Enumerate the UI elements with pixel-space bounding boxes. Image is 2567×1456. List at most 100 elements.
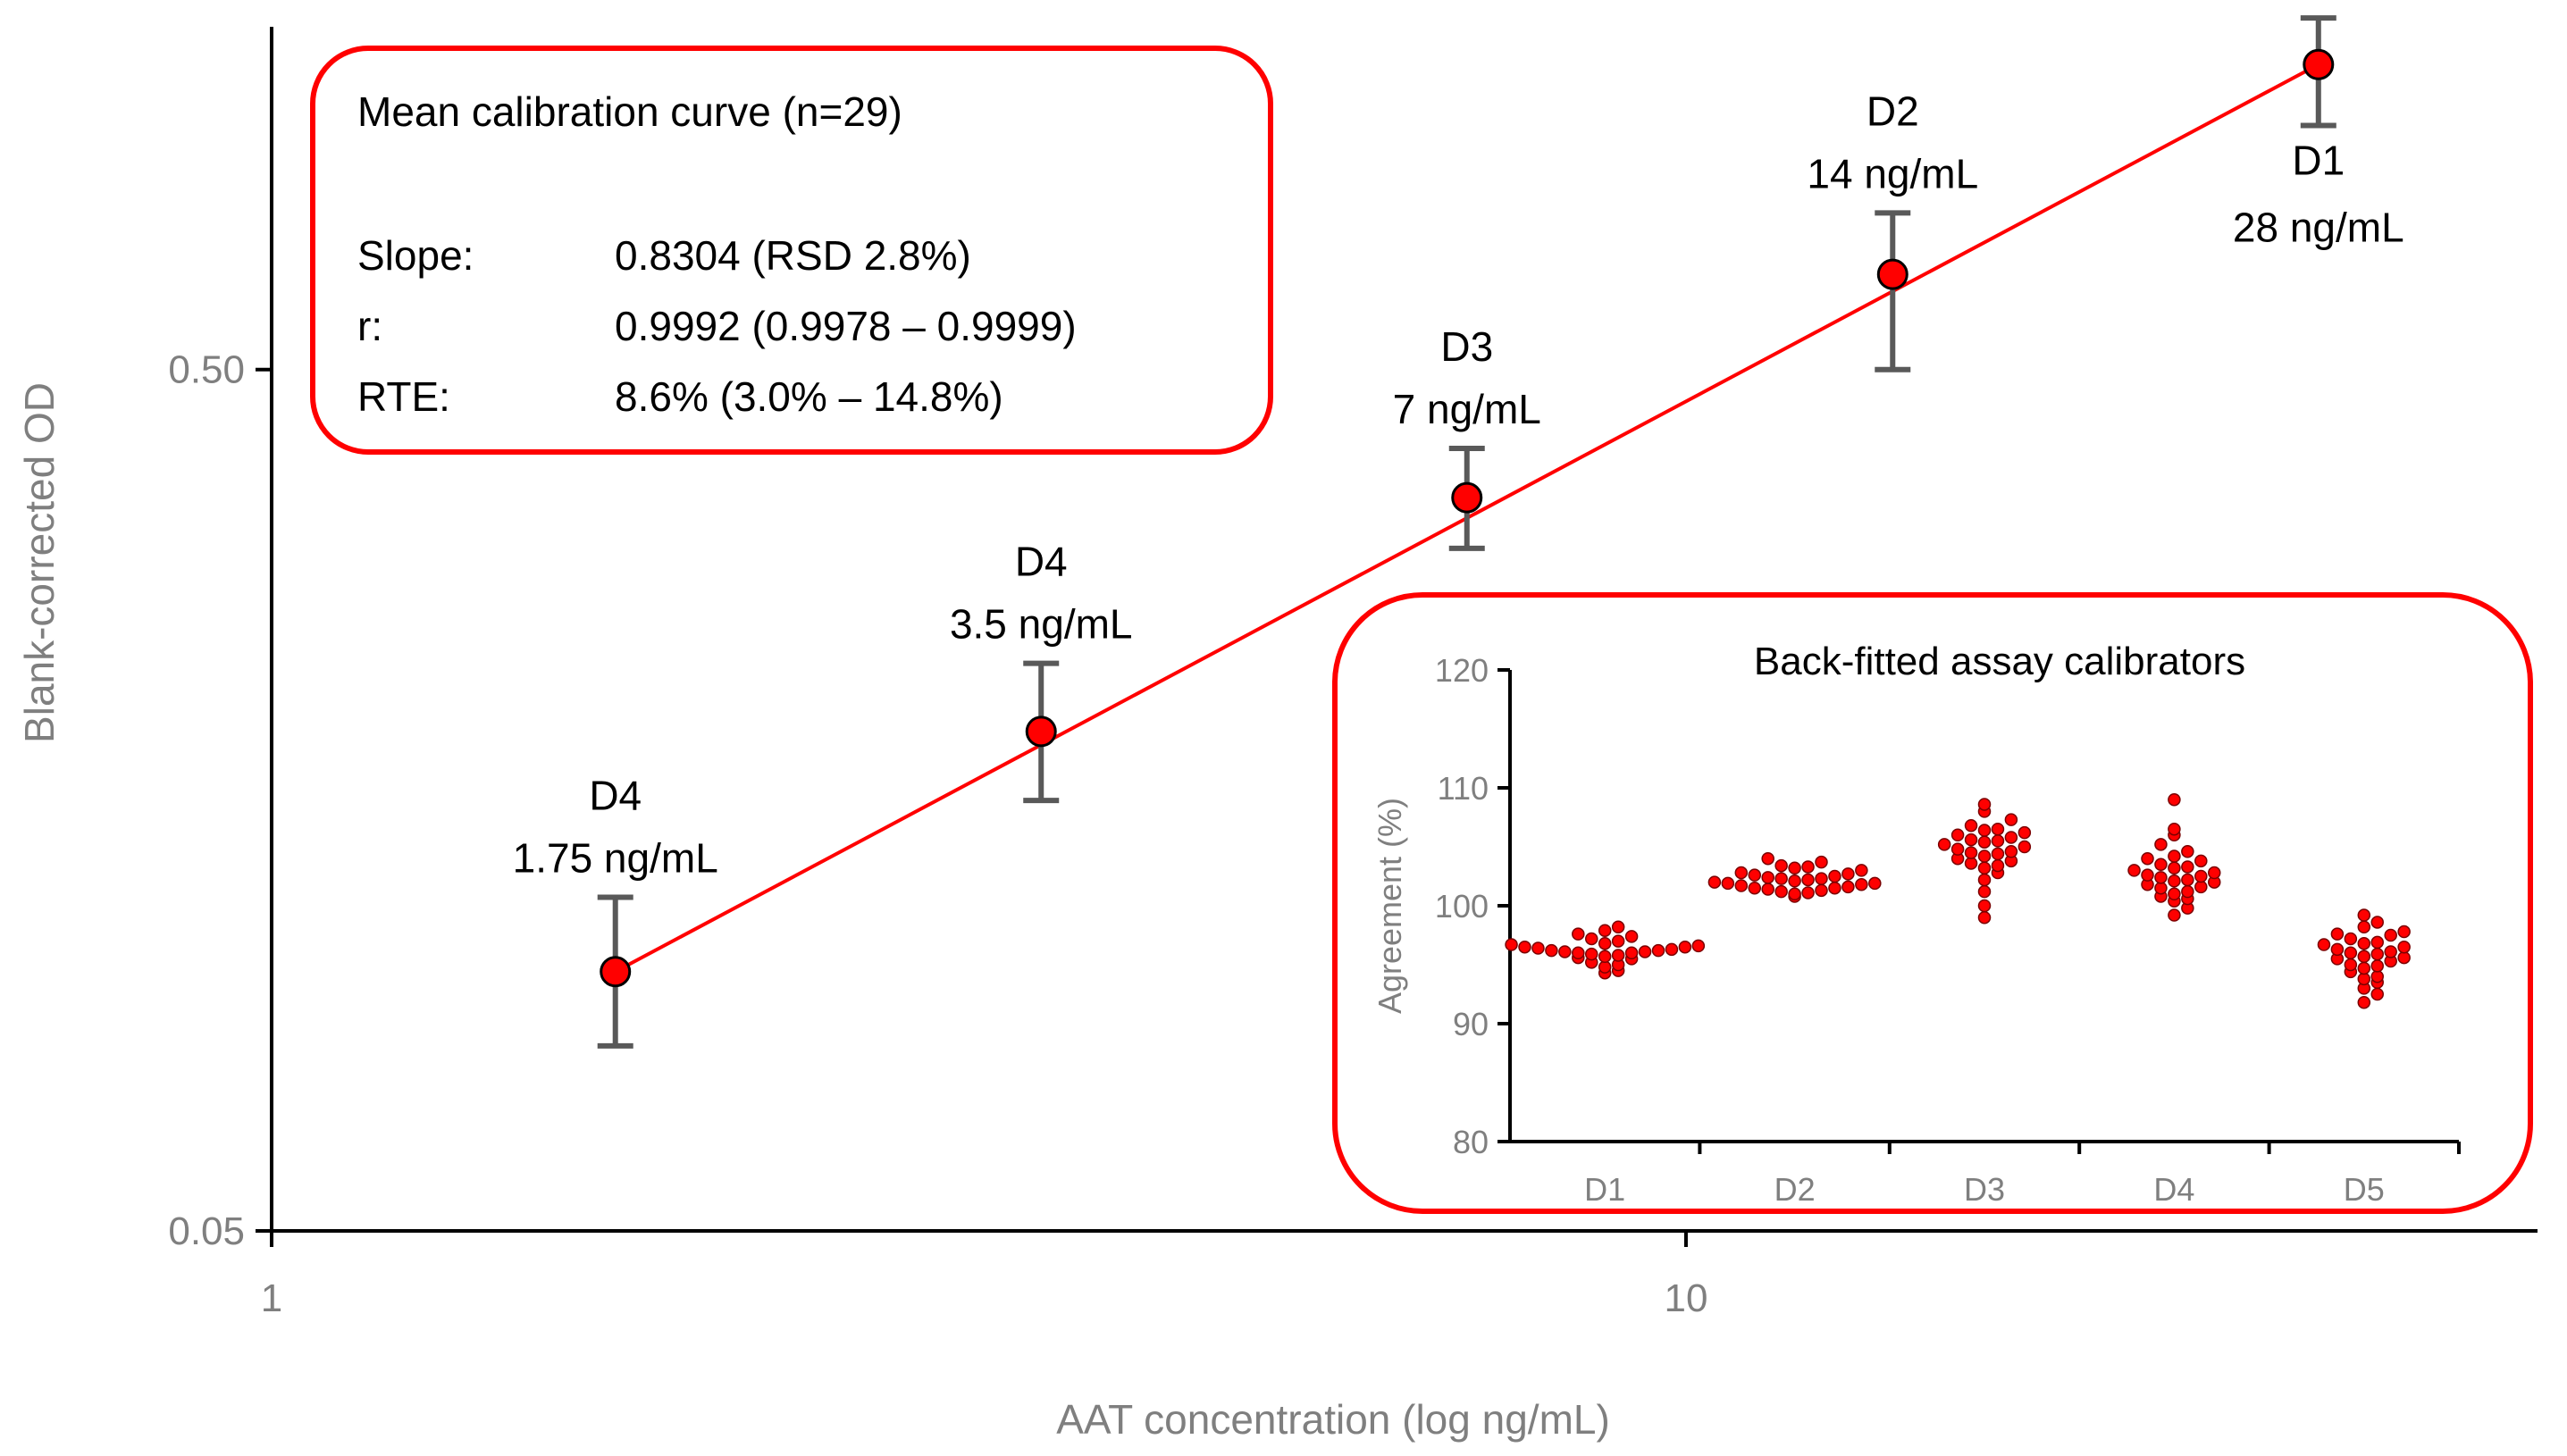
inset-data-point (1598, 960, 1612, 974)
inset-y-tick-label: 100 (1435, 888, 1489, 925)
point-label-conc: 1.75 ng/mL (513, 834, 718, 881)
inset-data-point (1774, 858, 1788, 873)
inset-data-point (1572, 946, 1585, 960)
inset-data-point (2154, 881, 2168, 895)
inset-panel: Back-fitted assay calibrators Agreement … (1332, 592, 2533, 1214)
inset-data-point (1518, 940, 1531, 954)
inset-data-point (2168, 792, 2181, 807)
inset-data-point (2168, 887, 2181, 901)
inset-data-point (1598, 936, 1612, 950)
point-label-conc: 28 ng/mL (2233, 205, 2404, 251)
inset-data-point (1991, 847, 2005, 861)
inset-data-point (1991, 858, 2005, 873)
inset-data-point (2344, 958, 2358, 972)
inset-data-point (2330, 927, 2345, 941)
inset-data-point (2357, 920, 2371, 934)
inset-data-point (2181, 845, 2194, 858)
inset-data-point (1774, 872, 1788, 885)
data-point (2303, 48, 2335, 80)
inset-data-point (1977, 899, 1992, 913)
inset-category-label: D4 (2153, 1171, 2194, 1208)
point-label-conc: 14 ng/mL (1807, 150, 1978, 197)
inset-data-point (1572, 927, 1585, 941)
inset-data-point (1815, 872, 1828, 885)
data-point (1451, 481, 1483, 514)
y-axis-title: Blank-corrected OD (16, 382, 63, 743)
inset-y-tick-label: 80 (1453, 1124, 1489, 1160)
inset-data-point (1964, 846, 1978, 859)
inset-data-point (1977, 910, 1992, 925)
inset-data-point (2344, 932, 2358, 946)
inset-data-point (2357, 950, 2371, 964)
inset-data-point (1991, 822, 2005, 836)
inset-data-point (1678, 940, 1692, 954)
inset-data-point (1828, 869, 1841, 883)
inset-title: Back-fitted assay calibrators (1754, 640, 2245, 683)
inset-data-point (1585, 932, 1598, 946)
inset-data-point (1977, 798, 1992, 811)
inset-data-point (2384, 928, 2397, 942)
inset-data-point (2397, 925, 2411, 939)
inset-data-point (2181, 884, 2194, 899)
inset-data-point (2397, 950, 2411, 965)
point-label-id: D1 (2292, 138, 2345, 184)
stats-value-r: 0.9992 (0.9978 – 0.9999) (615, 303, 1077, 349)
inset-data-point (2317, 938, 2331, 951)
inset-data-point (1937, 838, 1951, 851)
inset-data-point (1788, 861, 1801, 875)
inset-data-point (1950, 828, 1965, 842)
inset-data-point (1721, 876, 1735, 891)
inset-data-point (2330, 942, 2345, 957)
inset-y-tick-label: 90 (1453, 1006, 1489, 1042)
inset-data-point (2004, 831, 2018, 844)
inset-data-point (1855, 877, 1868, 891)
inset-data-point (2357, 961, 2371, 975)
inset-data-point (2168, 861, 2181, 875)
inset-data-point (2018, 825, 2032, 840)
stats-value-slope: 0.8304 (RSD 2.8%) (615, 232, 971, 279)
inset-data-point (2370, 987, 2384, 1001)
stats-box-title: Mean calibration curve (n=29) (357, 88, 902, 135)
inset-data-point (1977, 849, 1992, 863)
inset-data-point (2194, 869, 2208, 883)
inset-data-point (1977, 884, 1992, 899)
inset-data-point (1707, 875, 1722, 889)
inset-data-point (2154, 838, 2168, 851)
inset-data-point (1748, 881, 1761, 895)
inset-data-point (1761, 871, 1774, 884)
stats-box-border (310, 46, 1273, 455)
inset-data-point (1734, 879, 1749, 892)
inset-y-axis-title: Agreement (%) (1372, 798, 1408, 1014)
inset-data-point (2168, 822, 2181, 836)
inset-data-point (1977, 873, 1992, 887)
inset-data-point (1841, 867, 1855, 881)
point-label-id: D4 (589, 772, 642, 818)
inset-data-point (2181, 860, 2194, 874)
inset-data-point (2397, 940, 2411, 954)
inset-data-point (2208, 866, 2221, 880)
inset-data-point (1624, 946, 1639, 960)
inset-data-point (1801, 886, 1815, 900)
inset-data-point (1977, 824, 1992, 837)
inset-data-point (2357, 972, 2371, 986)
error-bar (1875, 210, 1911, 372)
inset-data-point (1841, 880, 1855, 894)
inset-data-point (2004, 813, 2018, 826)
inset-data-point (2154, 858, 2168, 872)
inset-data-point (1774, 884, 1788, 899)
inset-data-point (1558, 945, 1572, 958)
inset-data-point (1761, 851, 1774, 866)
inset-data-point (2370, 916, 2384, 929)
inset-data-point (2004, 845, 2018, 858)
x-axis-title: AAT concentration (log ng/mL) (1056, 1396, 1610, 1443)
inset-border (1332, 592, 2533, 1214)
inset-y-tick-label: 110 (1438, 770, 1489, 807)
stats-label-rte: RTE: (357, 373, 450, 420)
inset-data-point (1991, 834, 2005, 848)
y-tick-label: 0.05 (168, 1209, 245, 1253)
inset-data-point (2357, 908, 2371, 922)
inset-data-point (2357, 995, 2371, 1009)
x-tick-label: 10 (1664, 1276, 1707, 1320)
inset-data-point (2370, 935, 2384, 950)
inset-data-point (2018, 840, 2032, 854)
